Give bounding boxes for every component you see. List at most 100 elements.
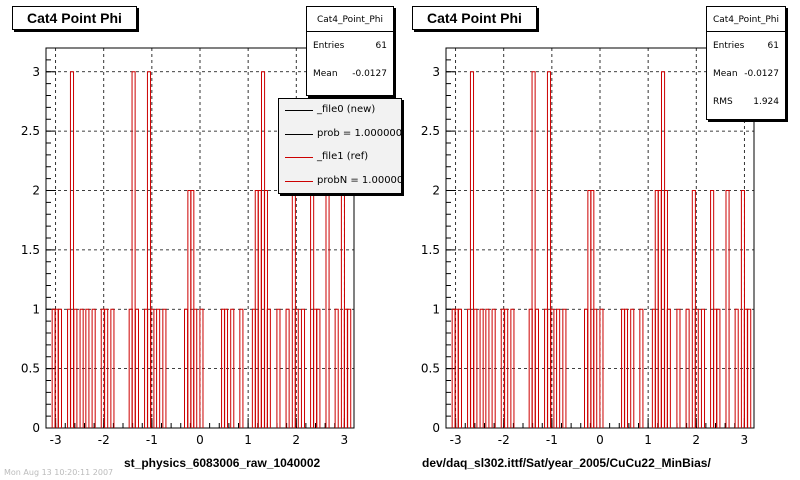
stats-label: Entries: [313, 41, 345, 51]
histogram-bin: [694, 308, 699, 428]
stats-label: Entries: [713, 41, 745, 51]
x-axis-title-right: dev/daq_sl302.ittf/Sat/year_2005/CuCu22_…: [422, 456, 711, 470]
histogram-bin: [266, 308, 271, 428]
x-tick-label: 1: [244, 433, 252, 447]
stats-name-left: Cat4_Point_Phi: [307, 7, 393, 32]
histogram-bin: [485, 308, 490, 428]
histogram-bin: [223, 308, 229, 428]
stats-row-mean-right: Mean -0.0127: [707, 60, 785, 88]
legend-left: _file0 (new) prob = 1.000000 _file1 (ref…: [278, 98, 402, 194]
legend-swatch: [285, 133, 313, 135]
stats-label: RMS: [713, 97, 733, 107]
histogram-bin: [79, 308, 84, 428]
histogram-bin: [316, 308, 321, 428]
legend-label: _file0 (new): [317, 104, 376, 115]
x-tick-label: -3: [450, 433, 462, 447]
stats-value: -0.0127: [744, 69, 779, 79]
histogram-bin: [285, 308, 290, 428]
histogram-panel-left: -3 -2 -1 0 1 2 3 0 0.5 1 1.5 2 2.5 3 Cat4 Point Phi C…: [12, 6, 402, 470]
x-tick-label: -3: [50, 433, 62, 447]
chart-right: -3 -2 -1 0 1 2 3 0 0.5 1 1.5 2 2.5 3: [421, 47, 755, 447]
histogram-bin: [193, 308, 198, 428]
y-tick-label: 2: [432, 184, 440, 198]
histogram-bin: [556, 308, 561, 428]
stats-value: 61: [375, 41, 387, 51]
x-tick-label: 2: [692, 433, 700, 447]
y-tick-label: 0: [32, 421, 40, 435]
histogram-bin: [666, 308, 671, 428]
y-tick-label: 2: [32, 184, 40, 198]
histogram-bin: [534, 308, 539, 428]
stats-label: Mean: [313, 69, 338, 79]
y-tick-label: 0.5: [421, 362, 440, 376]
histogram-bin: [725, 190, 730, 428]
x-tick-label: -1: [546, 433, 558, 447]
histogram-bin: [550, 308, 555, 428]
x-tick-label: 3: [341, 433, 349, 447]
histogram-bin: [150, 308, 155, 428]
y-tick-label: 2.5: [421, 124, 440, 138]
histogram-panel-right: -3 -2 -1 0 1 2 3 0 0.5 1 1.5 2 2.5 3 Cat4 Point Phi C…: [400, 0, 800, 480]
histogram-bin: [300, 308, 306, 428]
histogram-bin: [162, 308, 167, 428]
histogram-bin: [700, 308, 706, 428]
x-tick-label: 0: [196, 433, 204, 447]
y-tick-label: 1: [32, 302, 40, 316]
histogram-bin: [685, 308, 690, 428]
histogram-bin: [473, 308, 478, 428]
histogram-bin: [230, 308, 235, 428]
stats-row-rms-right: RMS 1.924: [707, 88, 785, 116]
legend-label: _file1 (ref): [317, 151, 369, 162]
histogram-bin: [294, 308, 299, 428]
histogram-bin: [716, 308, 721, 428]
chart-title-left: Cat4 Point Phi: [12, 6, 137, 30]
x-tick-label: -2: [98, 433, 110, 447]
x-tick-label: -2: [498, 433, 510, 447]
histogram-bin: [334, 308, 339, 428]
histogram-bin: [734, 308, 739, 428]
x-tick-label: 0: [596, 433, 604, 447]
histogram-bin: [69, 71, 75, 428]
stats-box-right: Cat4_Point_Phi Entries 61 Mean -0.0127 R…: [706, 6, 786, 120]
stats-row-entries-right: Entries 61: [707, 32, 785, 60]
y-tick-label: 1.5: [21, 243, 40, 257]
legend-label: prob = 1.000000: [317, 127, 402, 139]
y-tick-label: 3: [32, 65, 40, 79]
legend-entry: _file1 (ref): [279, 146, 401, 170]
histogram-bin: [747, 308, 752, 428]
histogram-bin: [131, 71, 136, 428]
histogram-bin: [457, 308, 462, 428]
legend-label: probN = 1.000000: [317, 174, 402, 186]
chart-title-right: Cat4 Point Phi: [412, 6, 537, 30]
histogram-bin: [504, 308, 509, 428]
y-tick-label: 0: [432, 421, 440, 435]
stats-row-entries-left: Entries 61: [307, 32, 393, 60]
stats-label: Mean: [713, 69, 738, 79]
timestamp-footer: Mon Aug 13 10:20:11 2007: [4, 468, 114, 477]
histogram-bin: [91, 308, 96, 428]
histogram-bin: [623, 308, 629, 428]
y-tick-label: 1: [432, 302, 440, 316]
stats-value: 61: [767, 41, 779, 51]
legend-swatch: [285, 110, 313, 111]
histogram-bin: [531, 71, 536, 428]
histogram-bin: [57, 308, 62, 428]
histogram-bin: [104, 308, 109, 428]
legend-entry: probN = 1.000000: [279, 170, 401, 194]
histogram-bin: [73, 308, 78, 428]
stats-value: -0.0127: [352, 69, 387, 79]
histogram-bin: [110, 308, 115, 428]
y-tick-label: 1.5: [421, 243, 440, 257]
legend-swatch: [285, 180, 313, 182]
histogram-bin: [593, 308, 598, 428]
histogram-bin: [630, 308, 635, 428]
histogram-bin: [676, 308, 681, 428]
histogram-bin: [156, 308, 161, 428]
stats-box-left: Cat4_Point_Phi Entries 61 Mean -0.0127: [306, 6, 394, 96]
histogram-bin: [347, 308, 352, 428]
x-tick-label: 1: [644, 433, 652, 447]
stats-name-right: Cat4_Point_Phi: [707, 7, 785, 32]
x-tick-label: 3: [741, 433, 749, 447]
stats-value: 1.924: [753, 97, 779, 107]
histogram-bin: [469, 71, 475, 428]
